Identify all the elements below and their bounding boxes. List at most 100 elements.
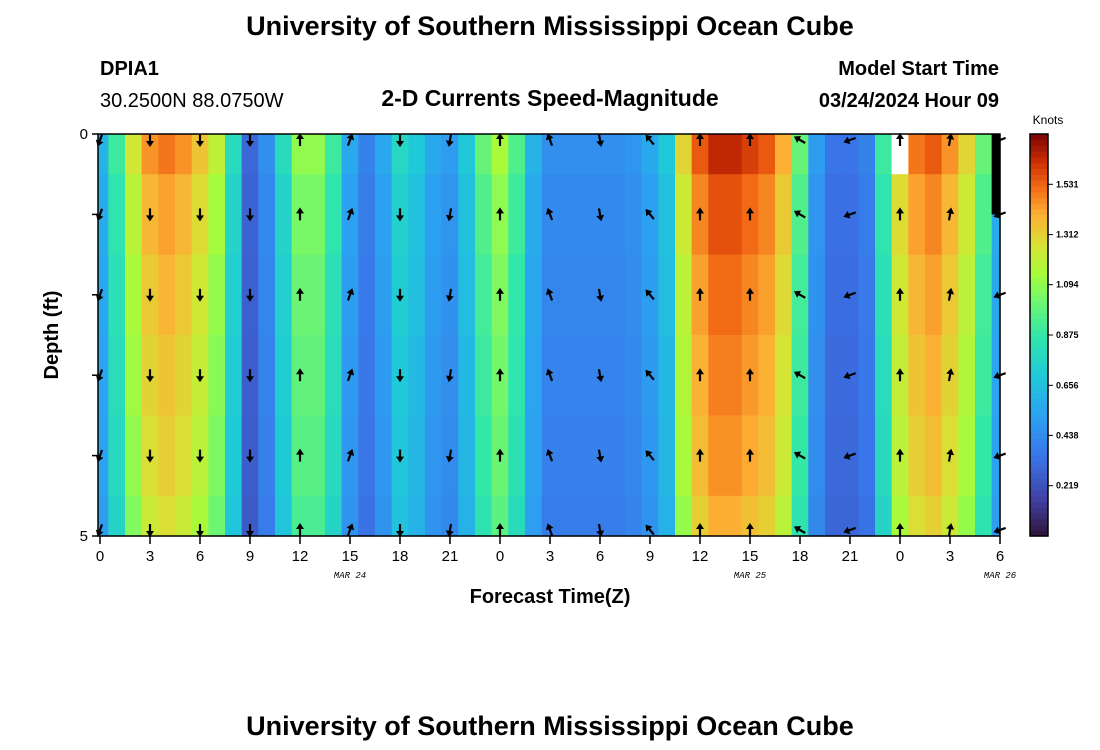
direction-arrow [496,287,504,301]
direction-arrow [993,371,1007,380]
direction-arrow [696,133,704,146]
heatmap-cell [425,174,443,256]
colorbar-segment [1030,266,1048,273]
heatmap-cell [608,495,626,537]
heatmap-cell [975,254,993,336]
heatmap-cell [275,415,293,497]
colorbar-segment [1030,312,1048,319]
heatmap-cell [708,134,726,175]
heatmap-cell [675,335,693,416]
colorbar-tick-label: 0.875 [1056,330,1079,340]
heatmap-cell [341,134,359,175]
heatmap-cell [325,254,343,336]
heatmap-cell [441,134,459,175]
station-id: DPIA1 [100,58,159,80]
direction-arrow [993,526,1007,535]
heatmap-cell [758,174,776,256]
colorbar-segment [1030,168,1048,175]
heatmap-cell [241,495,259,537]
direction-arrow [346,288,355,301]
heatmap-cell [875,174,893,256]
heatmap-cell [575,254,593,336]
heatmap-cell [758,415,776,497]
heatmap-cell [958,335,976,416]
colorbar-segment [1030,243,1048,250]
heatmap-cell [475,254,493,336]
heatmap-cell [275,134,293,175]
heatmap-cell [525,335,543,416]
colorbar-segment [1030,421,1048,428]
heatmap-cell [425,254,443,336]
heatmap-cell [758,254,776,336]
missing-data-regions [891,134,1000,215]
heatmap-cell [108,254,126,336]
chart-subtitle: 2-D Currents Speed-Magnitude [381,85,718,111]
heatmap-cell [208,495,226,537]
colorbar-tick-label: 1.094 [1056,280,1079,290]
heatmap-cell [408,495,426,537]
heatmap-cell [858,134,876,175]
heatmap-cell [208,335,226,416]
colorbar-segment [1030,271,1048,279]
heatmap-cell [658,415,676,497]
colorbar-segment [1030,501,1048,508]
colorbar-segment [1030,444,1048,451]
heatmap-cell [375,495,393,537]
heatmap-cell [475,174,493,256]
heatmap-cell [575,415,593,497]
heatmap-cell [458,174,476,256]
heatmap-cell [175,134,193,175]
heatmap-cell [775,335,793,416]
heatmap-cell [808,335,826,416]
heatmap-cell [925,495,943,537]
direction-arrow [246,134,254,147]
heatmap-cell [675,495,693,537]
x-tick-label: 3 [946,548,954,565]
direction-arrow [246,288,254,302]
heatmap-cell [608,134,626,175]
colorbar-segment [1030,369,1048,376]
colorbar-segment [1030,335,1048,342]
heatmap-cell [508,174,526,256]
heatmap-cell [108,415,126,497]
heatmap-cell [925,254,943,336]
colorbar-segment [1030,197,1048,204]
heatmap-cell [808,495,826,537]
heatmap-cell [725,495,743,537]
x-tick-label: 0 [896,548,904,565]
direction-arrow [296,207,304,221]
colorbar-segment [1030,191,1048,198]
direction-arrow [896,368,904,382]
y-axis: 05 [80,126,98,545]
heatmap-cell [508,134,526,175]
heatmap-cell [375,335,393,416]
heatmap-cell [808,254,826,336]
colorbar-segment [1030,403,1048,411]
direction-arrow [296,368,304,382]
heatmap-cell [191,134,209,175]
direction-arrow [296,287,304,301]
heatmap-cell [308,134,326,175]
heatmap-cell [258,134,276,175]
colorbar-segment [1030,248,1048,256]
heatmap-cell [241,134,259,175]
heatmap-cell [658,134,676,175]
direction-arrow [496,448,504,462]
colorbar-segment [1030,484,1048,491]
heatmap-cell [675,415,693,497]
direction-arrow [696,523,704,536]
heatmap-cell [508,335,526,416]
heatmap-cell [98,174,109,256]
heatmap-cell [825,174,843,256]
heatmap-cell [208,134,226,175]
heatmap-cell [558,335,576,416]
colorbar-segment [1030,375,1048,382]
direction-arrow [896,133,904,146]
direction-arrow [793,290,806,299]
heatmap-cell [258,254,276,336]
heatmap-cell [475,134,493,175]
colorbar-segment [1030,478,1048,485]
heatmap-cell [975,174,993,256]
heatmap-cell [458,335,476,416]
heatmap-cell [658,174,676,256]
